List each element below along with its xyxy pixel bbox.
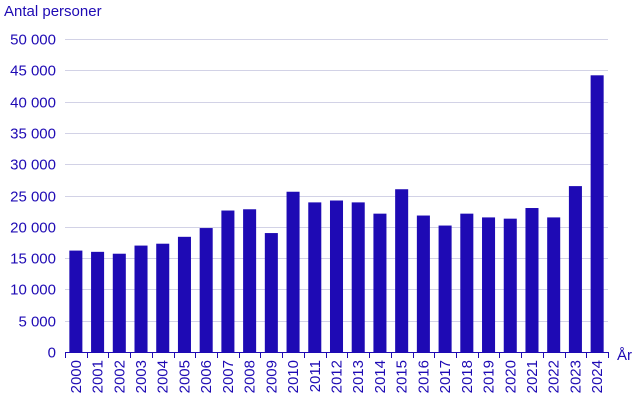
bar	[525, 208, 539, 352]
bars	[69, 75, 604, 353]
x-tick-label: 2005	[176, 360, 193, 393]
bar	[243, 209, 257, 352]
x-tick-label: 2017	[437, 360, 454, 393]
bar	[112, 253, 126, 352]
gridlines	[65, 39, 608, 322]
x-tick-label: 2015	[394, 360, 411, 393]
x-tick-label: 2009	[263, 360, 280, 393]
x-tick-label: 2011	[307, 360, 324, 392]
bar	[547, 217, 561, 352]
x-tick-label: 2012	[329, 360, 346, 393]
x-tick-label: 2023	[567, 360, 584, 393]
bar	[286, 191, 300, 352]
y-tick-label: 50 000	[10, 32, 56, 49]
bar	[221, 210, 235, 352]
bar	[199, 228, 213, 352]
bar	[503, 218, 517, 352]
x-tick-label: 2001	[90, 360, 107, 393]
y-axis-label: Antal personer	[4, 3, 102, 20]
y-tick-label: 45 000	[10, 63, 56, 80]
bar	[156, 243, 170, 352]
bar	[416, 215, 430, 352]
y-tick-label: 25 000	[10, 189, 56, 206]
x-tick-label: 2019	[481, 360, 498, 393]
bar	[460, 213, 474, 352]
bar	[438, 225, 452, 352]
x-tick-label: 2022	[546, 360, 563, 393]
bar	[91, 251, 105, 352]
x-tick-label: 2006	[198, 360, 215, 393]
y-tick-labels: 0 5 000 10 000 15 000 20 000 25 000 30 000 35 0…	[10, 32, 56, 362]
bar	[395, 189, 409, 352]
bar	[308, 202, 322, 352]
y-tick-label: 15 000	[10, 251, 56, 268]
x-tick-label: 2007	[220, 360, 237, 393]
x-tick-label: 2021	[524, 360, 541, 393]
x-tick-label: 2018	[459, 360, 476, 393]
x-tick-label: 2008	[242, 360, 259, 393]
x-axis-label: År	[617, 347, 632, 364]
x-tick-label: 2024	[589, 360, 606, 393]
bar	[177, 236, 191, 352]
x-tick-label: 2013	[350, 360, 367, 393]
x-tick-label: 2016	[415, 360, 432, 393]
x-tick-label: 2010	[285, 360, 302, 393]
x-tick-labels: 2000 2001 2002 2003 2004 2005 2006 2007 2008 2009…	[65, 352, 609, 393]
bar	[482, 217, 496, 352]
y-tick-label: 5 000	[18, 314, 56, 331]
y-tick-label: 0	[48, 345, 56, 362]
x-tick-label: 2020	[502, 360, 519, 393]
bar	[568, 186, 582, 352]
bar	[329, 200, 344, 352]
y-tick-label: 20 000	[10, 220, 56, 237]
y-tick-label: 35 000	[10, 126, 56, 143]
x-tick-label: 2014	[372, 360, 389, 393]
x-tick-label: 2002	[111, 360, 128, 393]
bar	[373, 213, 387, 352]
y-tick-label: 30 000	[10, 157, 56, 174]
x-tick-label: 2000	[68, 360, 85, 393]
x-tick-label: 2004	[155, 360, 172, 393]
bar	[351, 202, 365, 352]
y-tick-label: 40 000	[10, 95, 56, 112]
bar	[69, 250, 83, 352]
y-tick-label: 10 000	[10, 282, 56, 299]
x-tick-label: 2003	[133, 360, 150, 393]
bar	[590, 75, 604, 353]
bar	[264, 233, 278, 352]
bar	[134, 245, 148, 352]
